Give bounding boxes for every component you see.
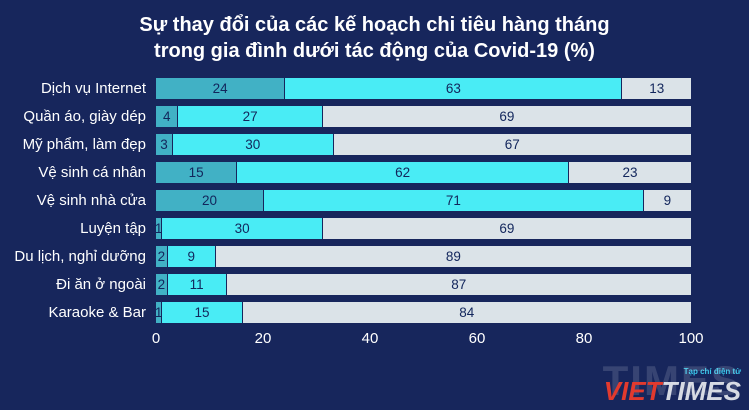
bar-segment: 89 (214, 246, 691, 267)
bar-row: Vệ sinh cá nhân 15 62 23 (6, 162, 691, 183)
bar-segment: 27 (177, 106, 322, 127)
segment-value: 24 (212, 81, 228, 96)
bar-segment: 20 (156, 190, 263, 211)
bar-segment: 23 (567, 162, 691, 183)
segment-value: 2 (157, 277, 166, 292)
stacked-bar: 4 27 69 (156, 106, 691, 127)
row-label: Du lịch, nghỉ dưỡng (14, 248, 146, 265)
stacked-bar: 20 71 9 (156, 190, 691, 211)
chart-title-line2: trong gia đình dưới tác động của Covid-1… (154, 40, 595, 62)
bar-segment: 67 (332, 134, 691, 155)
axis-tick: 40 (361, 330, 379, 347)
stacked-bar: 3 30 67 (156, 134, 691, 155)
row-label: Vệ sinh cá nhân (38, 164, 146, 181)
stacked-bar: 1 15 84 (154, 302, 691, 323)
segment-value: 4 (162, 109, 171, 124)
row-label: Luyện tập (80, 220, 146, 237)
segment-value: 30 (234, 221, 250, 236)
bar-segment: 69 (321, 218, 691, 239)
axis-tick: 0 (151, 330, 161, 347)
segment-value: 11 (189, 277, 204, 292)
stacked-bar-chart: Dịch vụ Internet 24 63 13 Quần áo, giày dép 4… (0, 78, 749, 352)
segment-value: 3 (160, 137, 168, 152)
row-label: Mỹ phẩm, làm đẹp (22, 136, 146, 153)
bar-segment: 15 (161, 302, 242, 323)
logo-viet: VIET (603, 376, 662, 406)
bar-row: Du lịch, nghỉ dưỡng 2 9 89 (6, 246, 691, 267)
axis-tick: 20 (254, 330, 272, 347)
segment-value: 15 (194, 305, 210, 320)
bar-segment: 13 (621, 78, 691, 99)
bar-segment: 69 (321, 106, 691, 127)
row-label: Đi ăn ở ngoài (56, 276, 146, 293)
stacked-bar: 1 30 69 (154, 218, 691, 239)
x-axis: 0 20 40 60 80 100 (152, 330, 704, 352)
segment-value: 87 (451, 277, 467, 292)
bar-segment: 71 (263, 190, 643, 211)
bar-row: Vệ sinh nhà cửa 20 71 9 (6, 190, 691, 211)
stacked-bar: 2 9 89 (156, 246, 691, 267)
bar-segment: 87 (225, 274, 691, 295)
bar-segment: 9 (166, 246, 215, 267)
chart-rows: Dịch vụ Internet 24 63 13 Quần áo, giày dép 4… (6, 78, 691, 323)
segment-value: 69 (499, 221, 515, 236)
axis-tick: 100 (678, 330, 704, 347)
segment-value: 1 (154, 305, 163, 320)
bar-segment: 1 (154, 302, 163, 323)
logo-times: TIMES (661, 376, 741, 406)
row-label: Vệ sinh nhà cửa (36, 192, 146, 209)
segment-value: 2 (157, 249, 166, 264)
segment-value: 20 (201, 193, 218, 208)
segment-value: 13 (649, 81, 665, 96)
bar-segment: 30 (172, 134, 333, 155)
stacked-bar: 24 63 13 (156, 78, 691, 99)
segment-value: 67 (504, 137, 520, 152)
row-label: Quần áo, giày dép (23, 108, 146, 125)
bar-segment: 24 (156, 78, 285, 99)
bar-segment: 1 (154, 218, 163, 239)
segment-value: 15 (188, 165, 204, 180)
chart-title-line1: Sự thay đổi của các kế hoạch chi tiêu hà… (139, 14, 610, 36)
watermark-tagline: Tạp chí điện tử (683, 367, 741, 376)
bar-segment: 30 (161, 218, 322, 239)
bar-segment: 9 (642, 190, 691, 211)
viettimes-logo: VIETTIMES (604, 376, 741, 406)
segment-value: 71 (445, 193, 461, 208)
bar-row: Quần áo, giày dép 4 27 69 (6, 106, 691, 127)
segment-value: 62 (395, 165, 411, 180)
bar-row: Đi ăn ở ngoài 2 11 87 (6, 274, 691, 295)
bar-segment: 11 (166, 274, 226, 295)
row-label: Dịch vụ Internet (40, 80, 146, 97)
bar-row: Luyện tập 1 30 69 (6, 218, 691, 239)
segment-value: 1 (154, 221, 163, 236)
segment-value: 9 (187, 249, 196, 264)
segment-value: 84 (459, 305, 475, 320)
segment-value: 30 (245, 137, 261, 152)
axis-tick: 80 (575, 330, 593, 347)
stacked-bar: 2 11 87 (156, 274, 691, 295)
segment-value: 69 (499, 109, 515, 124)
bar-segment: 4 (156, 106, 178, 127)
bar-segment: 62 (236, 162, 568, 183)
viettimes-watermark: TIMES Tạp chí điện tử VIETTIMES (603, 360, 741, 406)
axis-tick: 60 (468, 330, 486, 347)
segment-value: 89 (445, 249, 461, 264)
stacked-bar: 15 62 23 (156, 162, 691, 183)
bar-segment: 2 (156, 246, 167, 267)
segment-value: 9 (663, 193, 672, 208)
row-label: Karaoke & Bar (48, 304, 146, 321)
bar-segment: 84 (241, 302, 691, 323)
bar-segment: 2 (156, 274, 167, 295)
chart-title: Sự thay đổi của các kế hoạch chi tiêu hà… (0, 0, 749, 64)
bar-row: Karaoke & Bar 1 15 84 (6, 302, 691, 323)
segment-value: 23 (622, 165, 638, 180)
bar-row: Mỹ phẩm, làm đẹp 3 30 67 (6, 134, 691, 155)
bar-segment: 15 (156, 162, 237, 183)
bar-segment: 63 (284, 78, 622, 99)
segment-value: 27 (242, 109, 258, 124)
bar-row: Dịch vụ Internet 24 63 13 (6, 78, 691, 99)
bar-segment: 3 (156, 134, 173, 155)
segment-value: 63 (445, 81, 461, 96)
